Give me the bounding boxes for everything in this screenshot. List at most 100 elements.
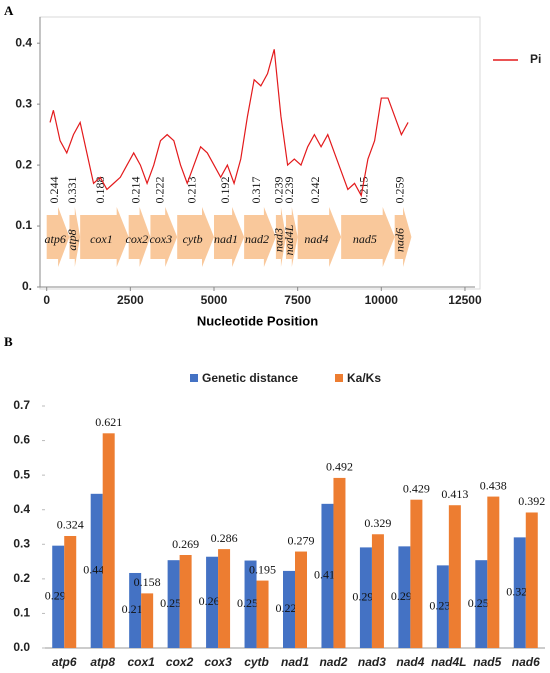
legend-label: Genetic distance [202,371,298,385]
gene-arrow [80,207,129,267]
gene-arrow [394,207,412,267]
bar [295,551,307,648]
gene-pi: 0.222 [153,177,167,204]
x-tick-label: 0 [43,293,50,307]
y-tick-label: 0.2 [15,157,32,171]
bar [410,499,423,648]
bar [256,580,269,648]
bar [359,547,372,648]
gene-name: atp8 [65,229,79,250]
x-tick-label: atp6 [52,655,77,669]
value-label: 0.158 [134,575,161,589]
gene-arrow [177,207,214,267]
x-tick-label: nad2 [319,655,347,669]
gene-arrow [150,207,178,267]
legend-label: Ka/Ks [347,371,381,385]
y-tick-label: 0.0 [13,640,30,654]
value-label: 0.329 [364,516,391,530]
gene-pi: 0.331 [65,177,79,204]
gene-arrow [275,207,286,267]
gene-pi: 0.259 [393,177,407,204]
gene-arrow [46,207,70,267]
x-tick-label: atp8 [90,655,115,669]
value-label: 0.492 [326,460,353,474]
y-tick-label: 0.7 [13,398,30,412]
x-tick-label: 7500 [284,293,311,307]
y-tick-label: 0.4 [15,35,32,49]
bar [179,555,192,648]
gene-arrow [341,207,395,267]
bar [167,560,180,648]
gene-pi: 0.244 [47,177,61,204]
gene-name: nad2 [245,232,269,246]
gene-name: nad1 [214,232,238,246]
y-tick-label: 0.6 [13,433,30,447]
gene-name: nad3 [271,228,285,252]
bar [475,560,488,648]
gene-name: nad6 [393,228,407,252]
y-tick-label: 0.1 [15,218,32,232]
gene-pi: 0.215 [357,177,371,204]
x-tick-label: 5000 [201,293,228,307]
legend-swatch [335,374,343,382]
x-tick-label: nad5 [473,655,501,669]
x-tick-label: nad1 [281,655,309,669]
gene-name: nad5 [353,232,377,246]
bar [52,545,65,648]
bar [244,560,257,648]
bar [283,570,295,648]
y-tick-label: 0.2 [13,571,30,585]
x-tick-label: cox2 [166,655,194,669]
pi-line [49,49,409,198]
value-label: 0.195 [249,562,276,576]
gene-name: nad4L [282,224,296,255]
gene-arrow [69,207,81,267]
y-tick-label: 0. [22,279,32,293]
bar [525,512,538,648]
bar [321,503,334,648]
bar [513,537,526,648]
gene-pi: 0.214 [129,177,143,204]
gene-name: cytb [183,232,203,246]
x-tick-label: 10000 [365,293,399,307]
gene-pi: 0.317 [249,177,263,204]
x-tick-label: 12500 [448,293,482,307]
bar [436,565,449,648]
gene-arrow [214,207,245,267]
value-label: 0.324 [57,518,84,532]
x-tick-label: cytb [244,655,269,669]
legend-swatch [190,374,198,382]
x-tick-label: 2500 [117,293,144,307]
value-label: 0.429 [403,481,430,495]
y-tick-label: 0.3 [13,536,30,550]
x-tick-label: nad4L [431,655,466,669]
x-axis-label: Nucleotide Position [197,313,318,328]
bar [206,556,219,648]
bar [90,493,103,648]
bar [398,546,411,648]
value-label: 0.621 [95,415,122,429]
x-tick-label: nad3 [358,655,386,669]
bar [487,496,500,648]
bar [371,534,384,648]
gene-name: nad4 [304,232,328,246]
bar [218,549,231,648]
bar [102,433,115,648]
x-tick-label: nad4 [396,655,424,669]
gene-pi: 0.242 [308,177,322,204]
y-tick-label: 0.4 [13,502,30,516]
bar [333,477,346,648]
gene-arrow [244,207,276,267]
value-label: 0.269 [172,537,199,551]
gene-arrow [285,207,298,267]
x-tick-label: cox1 [127,655,155,669]
bar [448,505,461,648]
value-label: 0.279 [288,533,315,547]
y-tick-label: 0.3 [15,96,32,110]
gene-arrow [297,207,342,267]
gene-name: atp6 [45,232,66,246]
gene-name: cox2 [126,232,149,246]
y-tick-label: 0.1 [13,606,30,620]
panel-label: A [4,3,14,18]
y-tick-label: 0.5 [13,467,30,481]
